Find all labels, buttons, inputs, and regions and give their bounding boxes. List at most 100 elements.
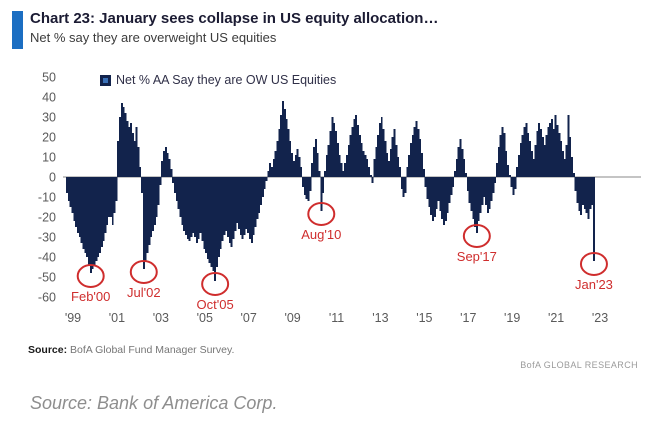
y-axis-tick-label: 10	[42, 151, 56, 165]
bar	[305, 177, 308, 199]
bar	[353, 119, 356, 177]
bar	[259, 177, 262, 205]
source-text: BofA Global Fund Manager Survey.	[70, 344, 235, 356]
bar	[67, 177, 70, 201]
bar	[109, 177, 112, 217]
bar	[104, 177, 107, 233]
bar	[184, 177, 187, 235]
bar	[241, 177, 244, 239]
bar	[367, 167, 370, 177]
bar	[285, 119, 288, 177]
bar	[212, 177, 215, 271]
bar	[470, 177, 473, 211]
bar	[265, 177, 268, 181]
bar	[415, 121, 418, 177]
bar	[177, 177, 180, 209]
bar	[71, 177, 74, 213]
bar	[430, 177, 433, 215]
bar	[86, 177, 89, 257]
bar	[441, 177, 444, 219]
bar	[349, 135, 352, 177]
bar	[395, 145, 398, 177]
bar	[130, 123, 133, 177]
bar	[355, 115, 358, 177]
x-axis-tick-label: '13	[372, 311, 388, 325]
bar	[432, 177, 434, 221]
bar	[329, 131, 332, 177]
annotation-label: Jan'23	[575, 277, 613, 292]
bar	[468, 177, 471, 203]
x-axis-tick-label: '23	[592, 311, 608, 325]
bar	[322, 177, 325, 193]
bar	[567, 115, 570, 177]
bar	[351, 127, 354, 177]
bar	[289, 141, 292, 177]
bar	[256, 177, 259, 219]
bar	[133, 141, 136, 177]
bar	[243, 177, 246, 235]
bar	[457, 147, 460, 177]
bar	[298, 157, 301, 177]
bar	[219, 177, 222, 249]
bar	[267, 171, 270, 177]
bar	[593, 177, 596, 261]
bar	[333, 123, 336, 177]
bar	[307, 177, 310, 201]
bar	[119, 117, 122, 177]
bar	[318, 171, 321, 177]
bar	[501, 127, 504, 177]
bar	[239, 177, 242, 235]
chart-figure: 50 40 30 20 10 0 -10 -20 -30 -40 -50 -60 '99 '01 '03 '0…	[12, 9, 660, 370]
bar	[446, 177, 449, 213]
bar	[186, 177, 189, 239]
brand-text: BofA GLOBAL RESEARCH	[520, 360, 638, 370]
bar	[102, 177, 105, 241]
image-caption: Source: Bank of America Corp.	[30, 393, 278, 413]
bar	[172, 177, 175, 183]
bar	[373, 159, 376, 177]
bar	[69, 177, 72, 207]
bar	[221, 177, 224, 241]
bar	[377, 135, 380, 177]
y-axis-tick-label: -60	[38, 291, 56, 305]
annotation-label: Sep'17	[457, 249, 497, 264]
bar	[159, 177, 162, 185]
bar	[82, 177, 85, 249]
bar	[283, 109, 286, 177]
bar	[450, 177, 453, 195]
bar	[571, 157, 574, 177]
bar	[124, 113, 127, 177]
bar	[258, 177, 261, 213]
x-axis-tick-label: '01	[109, 311, 125, 325]
bar	[263, 177, 266, 189]
y-axis-tick-label: -40	[38, 251, 56, 265]
bar	[338, 155, 341, 177]
bar	[327, 145, 330, 177]
bar	[426, 177, 429, 199]
bar	[340, 163, 343, 177]
bar	[388, 161, 391, 177]
y-axis-tick-label: -20	[38, 211, 56, 225]
x-axis-tick-label: '19	[504, 311, 520, 325]
bar	[195, 177, 198, 243]
bar	[128, 127, 131, 177]
bar	[261, 177, 264, 197]
bar	[406, 167, 409, 177]
x-axis-tick-label: '17	[460, 311, 476, 325]
bar	[508, 175, 511, 177]
bar	[179, 177, 182, 217]
bar	[408, 155, 411, 177]
chart-header: Chart 23: January sees collapse in US eq…	[30, 9, 660, 46]
y-axis-tick-label: 30	[42, 111, 56, 125]
bar	[541, 137, 544, 177]
bar	[582, 177, 585, 205]
bar	[276, 141, 279, 177]
bar	[98, 177, 101, 253]
y-axis-tick-label: -30	[38, 231, 56, 245]
bar	[435, 177, 438, 209]
bar	[197, 177, 200, 239]
bar	[452, 177, 455, 187]
bar	[91, 177, 94, 269]
x-axis-tick-label: '99	[65, 311, 81, 325]
